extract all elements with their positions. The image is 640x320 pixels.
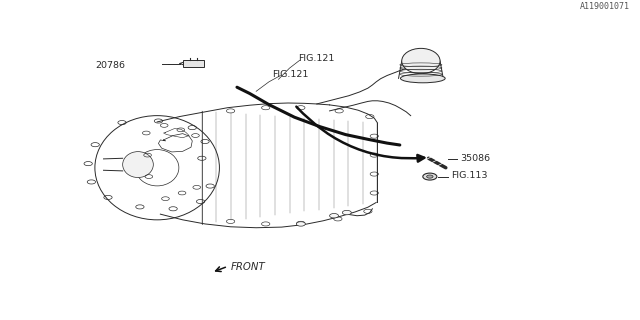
Text: 35086: 35086 bbox=[461, 154, 491, 163]
Bar bbox=[183, 60, 204, 67]
Text: FIG.121: FIG.121 bbox=[272, 70, 308, 79]
Circle shape bbox=[427, 175, 433, 178]
Ellipse shape bbox=[401, 74, 445, 83]
Ellipse shape bbox=[123, 152, 154, 178]
Circle shape bbox=[423, 173, 437, 180]
Ellipse shape bbox=[402, 48, 440, 74]
Text: 20786: 20786 bbox=[95, 60, 125, 70]
Circle shape bbox=[330, 213, 339, 218]
Text: A119001071: A119001071 bbox=[580, 3, 630, 12]
Circle shape bbox=[342, 210, 351, 215]
Circle shape bbox=[296, 222, 305, 226]
Text: FRONT: FRONT bbox=[230, 262, 265, 272]
Text: FIG.121: FIG.121 bbox=[298, 54, 334, 63]
Text: FIG.113: FIG.113 bbox=[451, 171, 488, 180]
